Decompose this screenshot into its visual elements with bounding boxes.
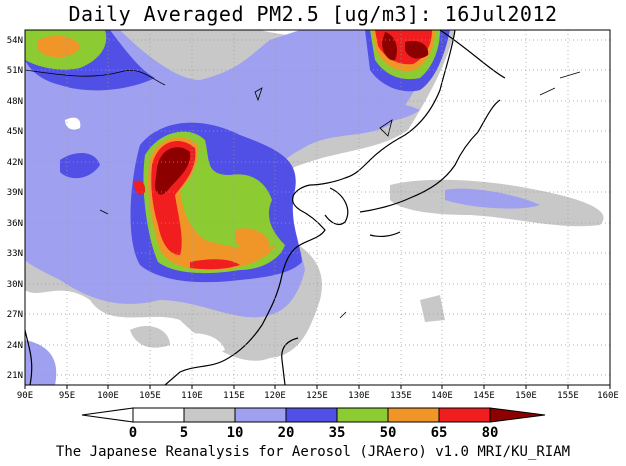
lat-tick-label: 45N bbox=[7, 127, 23, 137]
lat-tick-label: 39N bbox=[7, 188, 23, 198]
colorbar-swatch bbox=[285, 407, 338, 423]
lon-tick-label: 95E bbox=[59, 391, 75, 401]
colorbar-label: 10 bbox=[227, 425, 244, 441]
concentration-field bbox=[25, 30, 604, 385]
lon-tick-label: 160E bbox=[597, 391, 619, 401]
borders bbox=[25, 69, 581, 319]
clean-air-areas bbox=[65, 117, 420, 356]
contour-level-80 bbox=[155, 32, 429, 195]
lon-tick-label: 120E bbox=[264, 391, 286, 401]
colorbar-swatch bbox=[132, 407, 185, 423]
map-title: Daily Averaged PM2.5 [ug/m3]: 16Jul2012 bbox=[68, 2, 558, 26]
axis-ticks bbox=[24, 385, 611, 389]
lon-tick-label: 155E bbox=[557, 391, 579, 401]
colorbar-swatch bbox=[438, 407, 491, 423]
colorbar-swatch bbox=[336, 407, 389, 423]
coastlines bbox=[25, 30, 506, 385]
colorbar-swatch bbox=[387, 407, 440, 423]
lon-tick-label: 150E bbox=[515, 391, 537, 401]
lon-tick-label: 90E bbox=[17, 391, 33, 401]
colorbar-label: 65 bbox=[431, 425, 448, 441]
colorbar-swatch bbox=[489, 407, 546, 423]
colorbar-label: 50 bbox=[380, 425, 397, 441]
lat-tick-label: 36N bbox=[7, 219, 23, 229]
source-credit: The Japanese Reanalysis for Aerosol (JRA… bbox=[55, 444, 571, 460]
lat-tick-label: 54N bbox=[7, 36, 23, 46]
lon-tick-label: 105E bbox=[139, 391, 161, 401]
lon-tick-label: 110E bbox=[181, 391, 203, 401]
colorbar-label: 0 bbox=[129, 425, 137, 441]
colorbar-label: 80 bbox=[482, 425, 499, 441]
colorbar-swatch bbox=[183, 407, 236, 423]
lat-tick-label: 42N bbox=[7, 158, 23, 168]
lon-tick-label: 115E bbox=[223, 391, 245, 401]
colorbar-label: 5 bbox=[180, 425, 188, 441]
lat-tick-label: 33N bbox=[7, 249, 23, 259]
graticule bbox=[25, 30, 610, 385]
lat-tick-label: 30N bbox=[7, 280, 23, 290]
lat-tick-label: 48N bbox=[7, 97, 23, 107]
lon-tick-label: 100E bbox=[97, 391, 119, 401]
lat-tick-label: 51N bbox=[7, 66, 23, 76]
lat-tick-label: 27N bbox=[7, 310, 23, 320]
lon-tick-label: 145E bbox=[473, 391, 495, 401]
colorbar-label: 35 bbox=[329, 425, 346, 441]
colorbar-swatch bbox=[234, 407, 287, 423]
lon-tick-label: 130E bbox=[348, 391, 370, 401]
lat-tick-label: 24N bbox=[7, 341, 23, 351]
lat-tick-label: 21N bbox=[7, 371, 23, 381]
lon-tick-label: 140E bbox=[431, 391, 453, 401]
colorbar-label: 20 bbox=[278, 425, 295, 441]
lon-tick-label: 125E bbox=[306, 391, 328, 401]
colorbar-swatch bbox=[81, 407, 134, 423]
lon-tick-label: 135E bbox=[390, 391, 412, 401]
colorbar bbox=[81, 407, 546, 423]
